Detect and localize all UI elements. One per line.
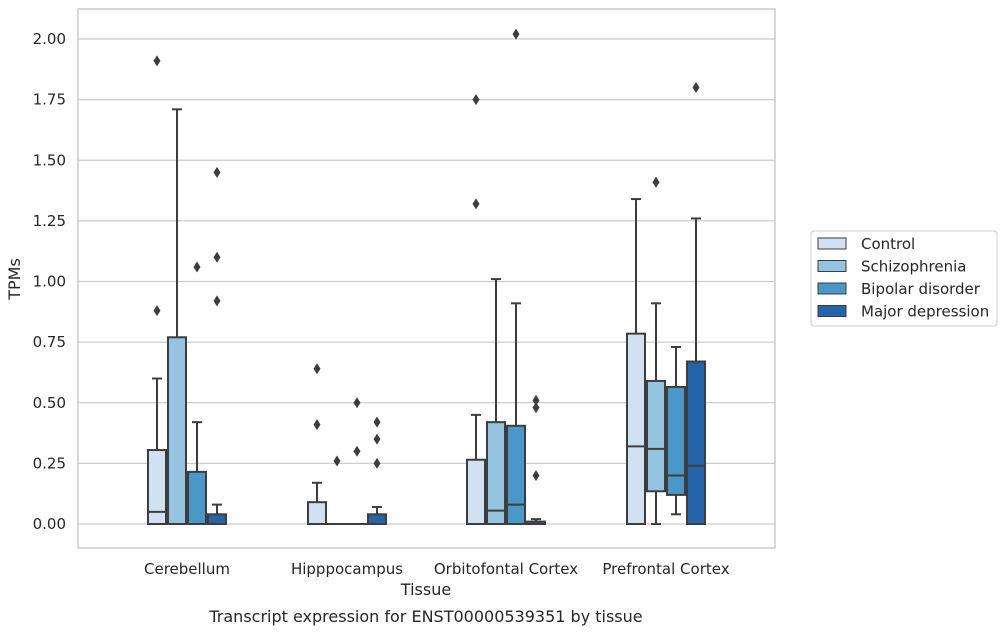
outlier-point <box>652 176 660 188</box>
box-group <box>187 261 207 525</box>
plot-frame <box>77 8 776 549</box>
box <box>367 513 387 525</box>
box <box>506 424 526 526</box>
y-tick-label: 1.50 <box>33 151 66 169</box>
y-tick-label: 2.00 <box>33 30 66 48</box>
legend: Control Schizophrenia Bipolar disorder Majo… <box>810 230 998 327</box>
outlier-point <box>153 55 161 67</box>
x-tick-label: Prefrontal Cortex <box>602 560 729 578</box>
outlier-point <box>373 416 381 428</box>
box <box>686 360 706 525</box>
box-group <box>506 28 526 526</box>
outlier-point <box>472 94 480 106</box>
box <box>486 421 506 525</box>
outlier-point <box>213 166 221 178</box>
outlier-point <box>153 305 161 317</box>
y-tick-label: 1.25 <box>33 212 66 230</box>
outlier-point <box>532 402 540 414</box>
box <box>147 449 167 526</box>
box <box>466 458 486 525</box>
outlier-point <box>472 198 480 210</box>
y-tick-label: 0.00 <box>33 515 66 533</box>
x-tick-label: Hipppocampus <box>291 560 403 578</box>
box-group <box>147 55 167 526</box>
outlier-point <box>193 261 201 273</box>
box <box>626 332 646 526</box>
legend-swatch <box>817 237 847 250</box>
box <box>207 513 227 525</box>
outlier-point <box>353 397 361 409</box>
x-tick-label: Orbitofontal Cortex <box>434 560 578 578</box>
y-tick-label: 0.75 <box>33 333 66 351</box>
outlier-point <box>213 251 221 263</box>
legend-swatch <box>817 305 847 317</box>
outlier-point <box>512 28 520 40</box>
legend-label: Control <box>861 235 915 253</box>
outlier-point <box>373 457 381 469</box>
legend-frame <box>810 230 998 327</box>
box-group <box>686 82 706 525</box>
outlier-point <box>313 419 321 431</box>
box <box>307 501 327 525</box>
outlier-point <box>213 295 221 307</box>
legend-swatch <box>817 282 847 295</box>
x-tick-label: Cerebellum <box>144 560 230 578</box>
outlier-point <box>333 455 341 467</box>
box <box>187 470 207 525</box>
y-tick-label: 0.25 <box>33 454 66 472</box>
box-group <box>347 397 367 526</box>
y-tick-label: 0.50 <box>33 394 66 412</box>
box-group <box>207 166 227 525</box>
box <box>666 385 686 496</box>
box-group <box>307 363 327 525</box>
chart-caption: Transcript expression for ENST0000053935… <box>208 607 642 626</box>
legend-label: Bipolar disorder <box>861 280 981 298</box>
box <box>646 379 666 493</box>
outlier-point <box>353 445 361 457</box>
boxes <box>147 28 706 526</box>
legend-label: Schizophrenia <box>861 258 966 276</box>
box-group <box>167 108 187 525</box>
box-group <box>666 345 686 516</box>
box-group <box>367 416 387 525</box>
y-axis-title: TPMs <box>5 258 24 301</box>
y-axis-ticks: 0.00 0.25 0.50 0.75 1.00 1.25 1.50 1.75 2.00 <box>33 30 66 533</box>
y-tick-label: 1.00 <box>33 273 66 291</box>
legend-swatch <box>817 260 847 272</box>
box <box>167 336 187 525</box>
box-group <box>626 198 646 526</box>
box-group <box>646 176 666 525</box>
box-group <box>486 278 506 525</box>
outlier-point <box>692 82 700 93</box>
outlier-point <box>373 433 381 445</box>
x-axis-ticks: Cerebellum Hipppocampus Orbitofontal Corte… <box>144 560 730 578</box>
legend-label: Major depression <box>861 303 989 321</box>
x-axis-title: Tissue <box>400 580 451 599</box>
outlier-point <box>313 363 321 375</box>
box-group <box>327 455 347 526</box>
outlier-point <box>532 470 540 481</box>
box-group <box>526 394 546 526</box>
outlier-point <box>532 394 540 406</box>
box-group <box>466 94 486 525</box>
y-tick-label: 1.75 <box>33 91 66 109</box>
